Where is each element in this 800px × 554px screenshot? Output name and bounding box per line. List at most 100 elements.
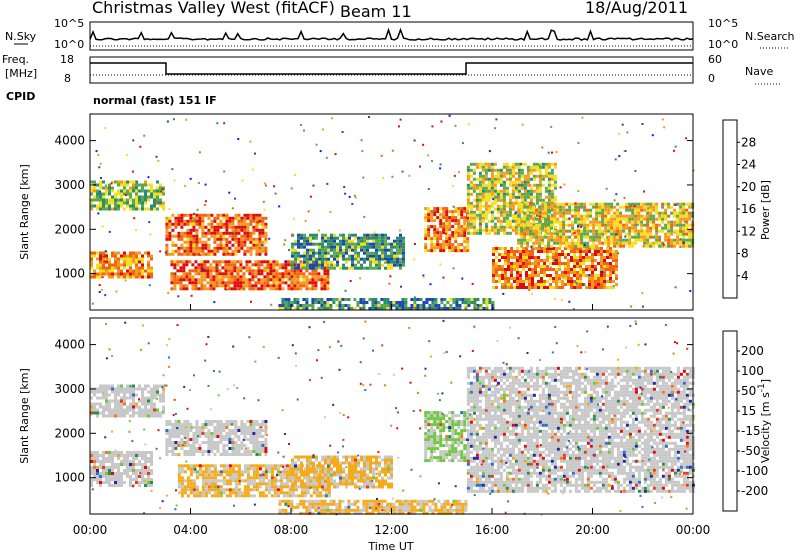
noise-cell — [485, 229, 488, 232]
data-cell — [543, 265, 546, 268]
data-cell — [526, 165, 530, 169]
data-cell — [330, 266, 333, 270]
data-cell — [655, 217, 659, 221]
data-cell — [246, 228, 250, 232]
data-cell — [231, 234, 235, 238]
data-cell — [93, 463, 96, 466]
data-cell — [138, 272, 141, 276]
data-cell — [96, 207, 99, 211]
data-cell — [224, 287, 228, 291]
noise-cell — [391, 149, 394, 152]
data-cell — [105, 466, 108, 469]
data-cell — [537, 286, 540, 289]
data-cell — [270, 494, 274, 498]
data-cell — [519, 283, 522, 286]
data-cell — [227, 272, 231, 276]
data-cell — [516, 268, 519, 271]
data-cell — [570, 271, 573, 274]
noise-cell — [199, 252, 202, 255]
data-cell — [308, 304, 312, 307]
data-cell — [610, 241, 614, 245]
data-cell — [99, 478, 102, 481]
data-cell — [156, 192, 159, 196]
noise-cell — [307, 210, 310, 213]
data-cell — [317, 278, 321, 282]
data-cell — [396, 239, 399, 243]
data-cell — [384, 233, 387, 237]
data-cell — [255, 473, 259, 477]
data-cell — [517, 202, 521, 206]
data-cell — [132, 469, 135, 472]
data-cell — [607, 217, 611, 221]
data-cell — [460, 243, 464, 247]
data-cell — [513, 256, 516, 259]
data-cell — [248, 266, 252, 270]
data-cell — [318, 254, 321, 258]
data-cell — [484, 177, 488, 181]
data-cell — [436, 246, 440, 250]
data-cell — [609, 247, 612, 250]
data-cell — [431, 307, 435, 310]
data-cell — [317, 272, 321, 276]
data-cell — [649, 244, 653, 248]
data-cell — [144, 275, 147, 279]
data-cell — [222, 476, 226, 480]
data-cell — [182, 260, 186, 264]
data-cell — [508, 183, 512, 187]
data-cell — [312, 236, 315, 240]
data-cell — [511, 228, 515, 232]
data-cell — [517, 217, 521, 221]
data-cell — [484, 165, 488, 169]
data-cell — [195, 429, 199, 432]
data-cell — [481, 162, 485, 166]
data-cell — [108, 451, 111, 454]
data-cell — [378, 245, 381, 249]
data-cell — [383, 307, 387, 310]
data-cell — [600, 259, 603, 262]
data-cell — [114, 251, 117, 255]
data-cell — [646, 214, 650, 218]
data-cell — [105, 390, 108, 394]
data-cell — [333, 239, 336, 243]
data-cell — [514, 201, 518, 205]
data-cell — [646, 220, 650, 224]
data-cell — [246, 225, 250, 229]
data-cell — [445, 240, 449, 244]
data-cell — [216, 222, 220, 226]
data-cell — [495, 274, 498, 277]
data-cell — [129, 481, 132, 484]
data-cell — [234, 237, 238, 241]
data-cell — [93, 472, 96, 475]
data-cell — [261, 234, 265, 238]
data-cell — [606, 268, 609, 271]
data-cell — [604, 232, 608, 236]
data-cell — [395, 301, 399, 304]
data-cell — [234, 429, 238, 432]
data-cell — [192, 453, 196, 456]
data-cell — [303, 245, 306, 249]
data-cell — [257, 278, 261, 282]
data-cell — [381, 239, 384, 243]
data-cell — [168, 252, 172, 256]
data-cell — [182, 275, 186, 279]
data-cell — [186, 488, 190, 492]
data-cell — [384, 254, 387, 258]
data-cell — [99, 472, 102, 475]
data-cell — [138, 411, 141, 415]
data-cell — [189, 467, 193, 471]
data-cell — [303, 266, 306, 270]
data-cell — [206, 281, 210, 285]
data-cell — [463, 231, 467, 235]
data-cell — [108, 275, 111, 279]
data-cell — [182, 272, 186, 276]
data-cell — [354, 233, 357, 237]
data-cell — [234, 482, 238, 486]
data-cell — [404, 304, 408, 307]
data-cell — [598, 232, 602, 236]
data-cell — [186, 467, 190, 471]
data-cell — [231, 470, 235, 474]
noise-cell — [249, 140, 252, 143]
data-cell — [679, 205, 683, 209]
data-cell — [243, 234, 247, 238]
data-cell — [114, 195, 117, 199]
